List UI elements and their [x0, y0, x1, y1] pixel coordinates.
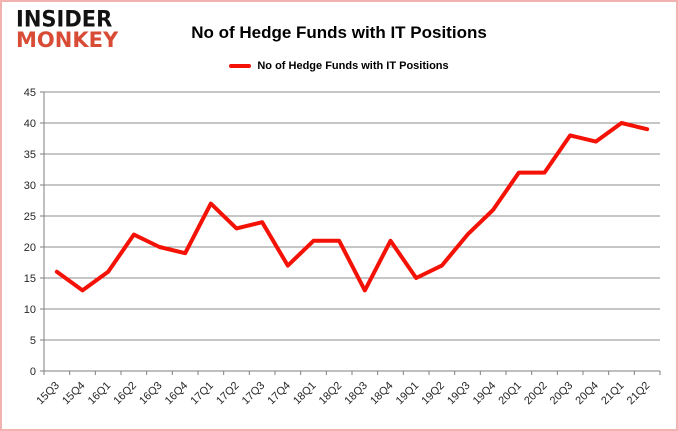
x-axis-label: 18Q4: [368, 380, 396, 408]
y-axis-label: 40: [24, 118, 36, 130]
x-axis-label: 20Q1: [496, 380, 524, 408]
y-axis-label: 45: [24, 87, 36, 99]
y-axis-label: 0: [30, 366, 36, 378]
logo-line1: INSIDER: [16, 6, 113, 32]
x-axis-label: 15Q4: [60, 380, 88, 408]
x-axis-label: 21Q1: [599, 380, 627, 408]
legend-line-swatch: [229, 64, 252, 68]
logo-line2: MONKEY: [16, 27, 119, 52]
y-axis-label: 5: [30, 335, 36, 347]
chart-legend: No of Hedge Funds with IT Positions: [2, 59, 676, 73]
y-axis-label: 30: [24, 180, 36, 192]
chart-title: No of Hedge Funds with IT Positions: [191, 23, 487, 42]
x-axis-label: 16Q4: [163, 380, 191, 408]
x-axis-label: 18Q2: [317, 380, 345, 408]
x-axis-label: 21Q2: [625, 380, 653, 408]
legend-label: No of Hedge Funds with IT Positions: [257, 60, 449, 72]
y-axis-label: 25: [24, 211, 36, 223]
x-axis-label: 20Q2: [522, 380, 550, 408]
x-axis-label: 19Q4: [471, 380, 499, 408]
x-axis-label: 18Q3: [342, 380, 370, 408]
x-axis-label: 17Q4: [265, 380, 293, 408]
y-axis-label: 20: [24, 242, 36, 254]
x-axis-label: 17Q2: [214, 380, 242, 408]
x-axis-label: 19Q2: [419, 380, 447, 408]
x-axis-label: 19Q1: [394, 380, 422, 408]
x-axis-label: 16Q3: [137, 380, 165, 408]
x-axis-label: 20Q4: [573, 380, 601, 408]
y-axis-label: 15: [24, 273, 36, 285]
x-axis-label: 20Q3: [548, 380, 576, 408]
y-axis-label: 35: [24, 149, 36, 161]
x-axis-label: 19Q3: [445, 380, 473, 408]
x-axis-label: 17Q1: [188, 380, 216, 408]
x-axis-label: 15Q3: [34, 380, 62, 408]
y-axis-label: 10: [24, 304, 36, 316]
x-axis-label: 16Q2: [111, 380, 139, 408]
x-axis-label: 18Q1: [291, 380, 319, 408]
series-line: [54, 121, 650, 293]
insider-monkey-logo: INSIDER MONKEY: [16, 6, 119, 52]
x-axis-label: 16Q1: [86, 380, 114, 408]
x-axis-label: 17Q3: [240, 380, 268, 408]
